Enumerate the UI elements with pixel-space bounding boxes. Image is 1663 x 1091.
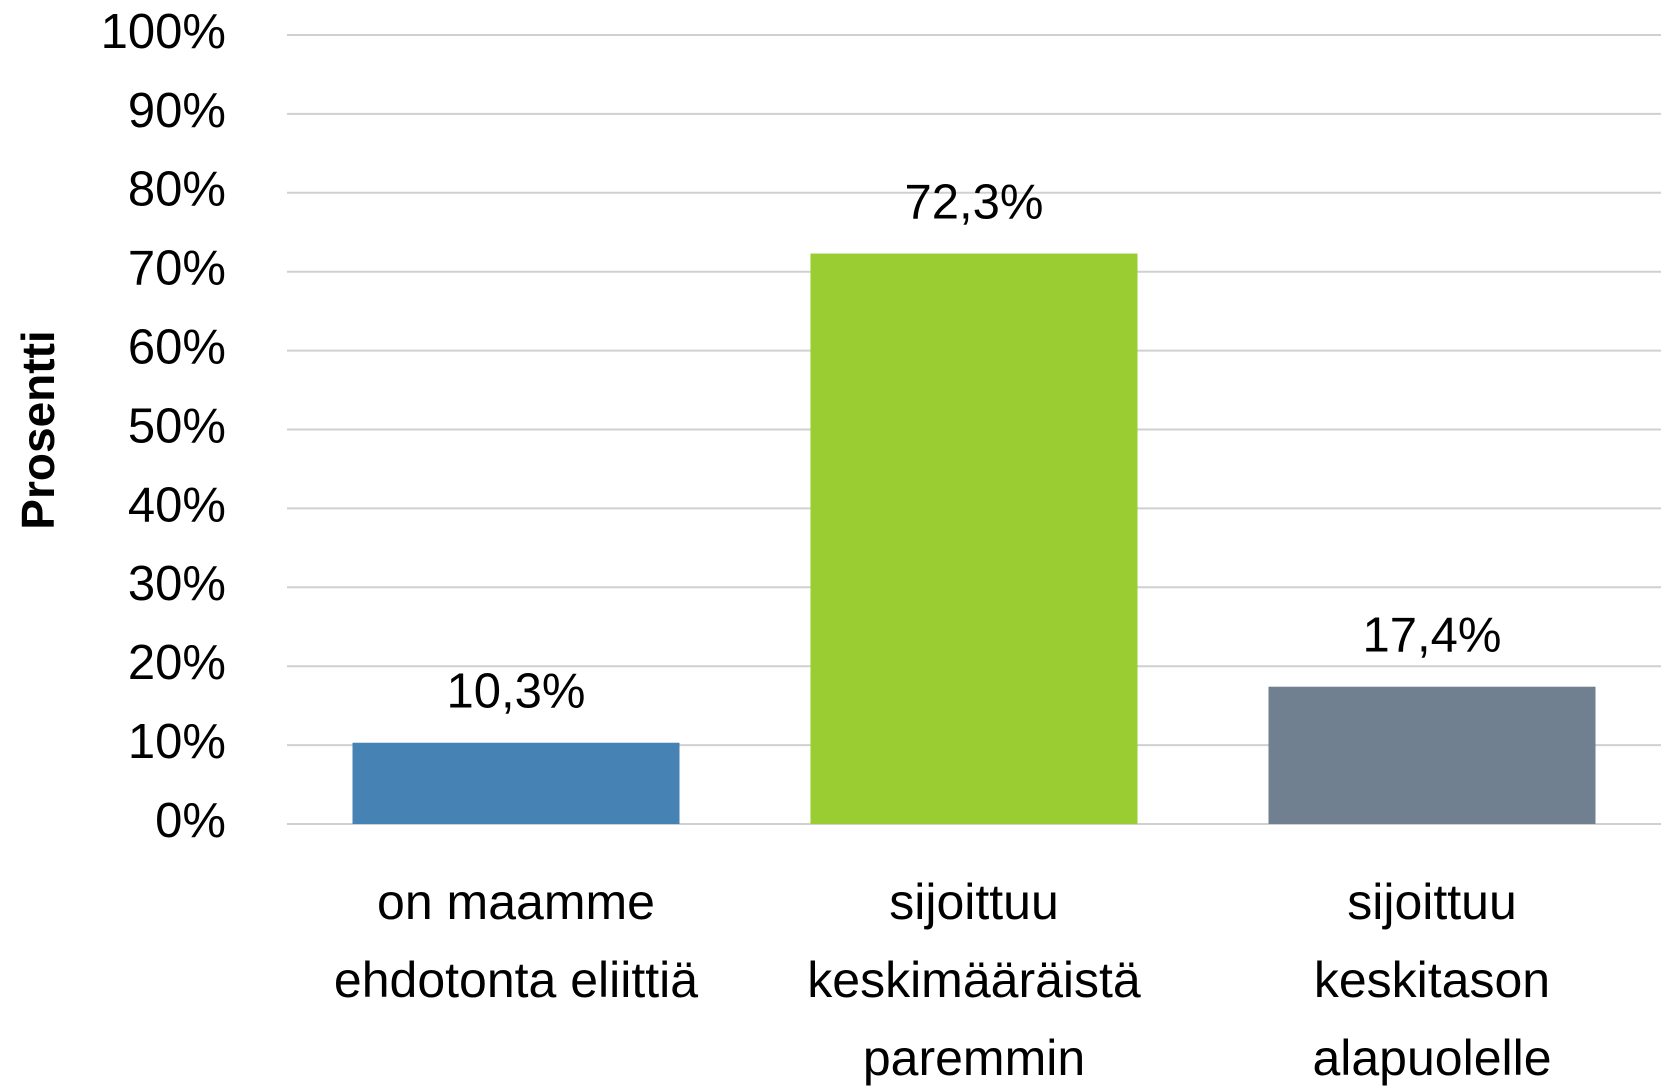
y-tick-label: 100% (101, 5, 226, 59)
y-axis-label: Prosentti (12, 330, 64, 529)
y-tick-label: 50% (128, 399, 226, 453)
y-tick-label: 60% (128, 321, 226, 375)
y-tick-label: 80% (128, 163, 226, 217)
x-tick-label: on maamme (377, 874, 655, 930)
y-tick-label: 20% (128, 636, 226, 690)
value-label: 10,3% (447, 665, 586, 719)
bar (352, 742, 680, 824)
y-tick-label: 90% (128, 84, 226, 138)
value-label: 17,4% (1363, 609, 1502, 663)
x-tick-label: keskitason (1314, 952, 1550, 1008)
y-tick-label: 0% (155, 794, 226, 848)
x-tick-label: sijoittuu (1347, 874, 1517, 930)
bar (810, 253, 1138, 825)
x-tick-label: paremmin (863, 1030, 1085, 1086)
x-tick-label: sijoittuu (889, 874, 1059, 930)
value-label: 72,3% (905, 175, 1044, 229)
x-tick-label: ehdotonta eliittiä (334, 952, 698, 1008)
y-tick-label: 70% (128, 242, 226, 296)
x-tick-label: keskimääräistä (807, 952, 1141, 1008)
y-tick-label: 40% (128, 478, 226, 532)
x-tick-label: alapuolelle (1312, 1030, 1551, 1086)
y-tick-label: 30% (128, 557, 226, 611)
y-tick-label: 10% (128, 715, 226, 769)
bar (1268, 686, 1596, 824)
